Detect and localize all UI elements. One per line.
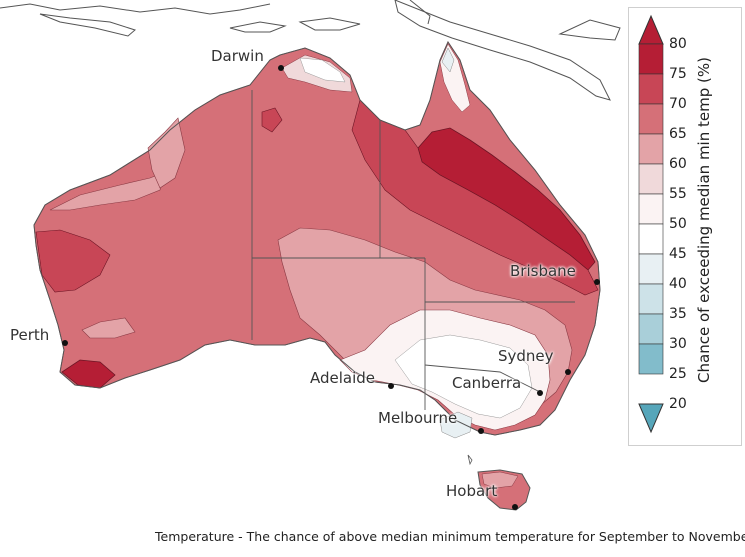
- state-borders: [251, 90, 575, 410]
- sydney-marker: [565, 369, 571, 375]
- region-40-45-vic: [439, 411, 473, 439]
- legend-tick-label: 65: [669, 126, 687, 142]
- legend-arrow-bottom: [638, 403, 664, 434]
- brisbane-marker: [594, 279, 600, 285]
- brisbane-label: Brisbane: [510, 262, 576, 280]
- legend-swatch: [638, 43, 664, 75]
- melbourne-label: Melbourne: [378, 409, 458, 427]
- legend-swatch: [638, 73, 664, 105]
- region-60-65-pocket: [81, 317, 136, 339]
- canberra-marker: [537, 390, 543, 396]
- legend-swatch: [638, 223, 664, 255]
- legend-tick-label: 75: [669, 66, 687, 82]
- hobart-label: Hobart: [446, 482, 498, 500]
- legend-swatch: [638, 133, 664, 165]
- canberra-label: Canberra: [452, 374, 522, 392]
- region-60-65-nw: [147, 117, 186, 189]
- legend-swatch: [638, 103, 664, 135]
- legend-tick-label: 20: [669, 396, 687, 412]
- legend-tick-label: 30: [669, 336, 687, 352]
- australia-mainland: [33, 40, 601, 439]
- legend-swatch: [638, 253, 664, 285]
- adelaide-label: Adelaide: [310, 369, 376, 387]
- legend-tick-label: 80: [669, 36, 687, 52]
- legend-swatch: [638, 193, 664, 225]
- legend-colorbar: [638, 14, 664, 434]
- legend-swatch: [638, 163, 664, 195]
- legend-arrow-top: [638, 14, 664, 45]
- region-70-75-wa: [35, 229, 111, 293]
- melbourne-marker: [478, 428, 484, 434]
- region-70-75-qld: [351, 99, 599, 296]
- region-45-50-core: [394, 334, 533, 419]
- region-50-55-darwin: [299, 57, 346, 83]
- legend-tick-label: 60: [669, 156, 687, 172]
- australia-coastline: [33, 40, 601, 436]
- map-caption: Temperature - The chance of above median…: [155, 529, 745, 544]
- legend-tick-label: 70: [669, 96, 687, 112]
- adelaide-marker: [388, 383, 394, 389]
- neighbouring-coastlines: [0, 0, 621, 101]
- legend-tick-label: 35: [669, 306, 687, 322]
- hobart-marker: [512, 504, 518, 510]
- legend-swatch: [638, 283, 664, 315]
- legend-title: Chance of exceeding median min temp (%): [695, 57, 713, 383]
- region-40-45-cape-tip: [441, 47, 455, 73]
- tasmania: [467, 454, 531, 511]
- legend: 80 75 70 65 60 55 50 45 40 35 30 25 20 Chance of exc…: [628, 7, 742, 446]
- perth-marker: [62, 340, 68, 346]
- darwin-label: Darwin: [211, 47, 264, 65]
- region-above-75-top-end: [261, 107, 283, 133]
- legend-tick-label: 45: [669, 246, 687, 262]
- legend-tick-label: 25: [669, 366, 687, 382]
- legend-tick-label: 50: [669, 216, 687, 232]
- perth-label: Perth: [10, 326, 50, 344]
- legend-tick-label: 55: [669, 186, 687, 202]
- legend-swatch: [638, 343, 664, 375]
- legend-swatch: [638, 313, 664, 345]
- sydney-label: Sydney: [498, 347, 554, 365]
- darwin-marker: [278, 65, 284, 71]
- legend-tick-label: 40: [669, 276, 687, 292]
